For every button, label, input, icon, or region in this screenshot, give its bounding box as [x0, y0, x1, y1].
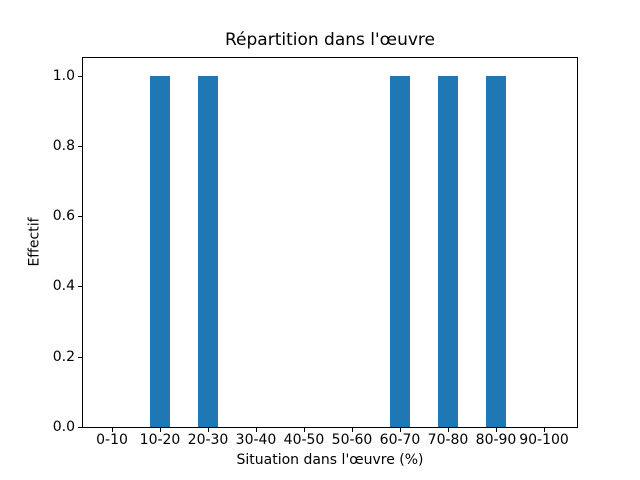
x-tick-label-90-100: 90-100 [519, 432, 569, 448]
y-tick-label-1.0: 1.0 [52, 68, 75, 84]
x-tick-label-0-10: 0-10 [96, 432, 128, 448]
bar-70-80 [438, 75, 458, 427]
y-tick-label-0.6: 0.6 [52, 208, 75, 224]
bars-layer [83, 58, 577, 427]
y-tick-label-0.8: 0.8 [52, 138, 75, 154]
y-tick-mark [78, 286, 82, 287]
x-tick-label-80-90: 80-90 [475, 432, 517, 448]
bar-80-90 [486, 75, 506, 427]
y-tick-label-0.0: 0.0 [52, 419, 75, 435]
plot-area [82, 57, 578, 428]
x-tick-label-30-40: 30-40 [235, 432, 277, 448]
bar-20-30 [198, 75, 218, 427]
y-tick-mark [78, 357, 82, 358]
x-tick-mark [352, 428, 353, 432]
x-tick-mark [400, 428, 401, 432]
y-tick-mark [78, 216, 82, 217]
x-tick-label-50-60: 50-60 [331, 432, 373, 448]
x-tick-label-40-50: 40-50 [283, 432, 325, 448]
x-tick-mark [496, 428, 497, 432]
x-tick-mark [544, 428, 545, 432]
bar-60-70 [390, 75, 410, 427]
x-tick-mark [112, 428, 113, 432]
x-tick-label-10-20: 10-20 [139, 432, 181, 448]
x-tick-mark [256, 428, 257, 432]
x-tick-label-20-30: 20-30 [187, 432, 229, 448]
x-tick-mark [448, 428, 449, 432]
x-tick-label-70-80: 70-80 [427, 432, 469, 448]
chart-title: Répartition dans l'œuvre [224, 30, 435, 50]
y-tick-mark [78, 76, 82, 77]
x-tick-mark [208, 428, 209, 432]
y-tick-label-0.4: 0.4 [52, 278, 75, 294]
x-tick-mark [304, 428, 305, 432]
x-tick-mark [160, 428, 161, 432]
bar-10-20 [150, 75, 170, 427]
y-tick-mark [78, 146, 82, 147]
y-tick-mark [78, 427, 82, 428]
y-tick-label-0.2: 0.2 [52, 349, 75, 365]
x-axis-label: Situation dans l'œuvre (%) [236, 452, 424, 468]
x-tick-label-60-70: 60-70 [379, 432, 421, 448]
